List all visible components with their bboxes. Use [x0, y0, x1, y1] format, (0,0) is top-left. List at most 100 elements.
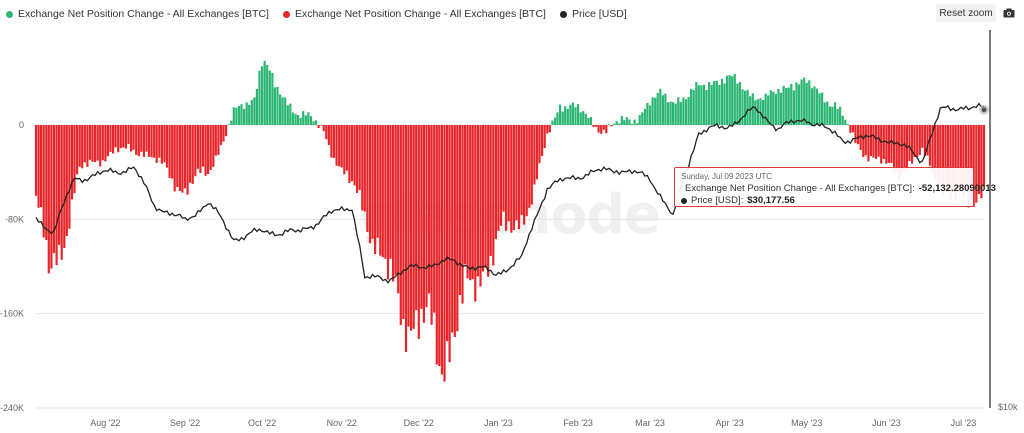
bar-positive [620, 116, 623, 125]
chart-tooltip: Sunday, Jul 09 2023 UTC Exchange Net Pos… [674, 167, 996, 207]
bar-negative [348, 125, 351, 183]
bar-negative [535, 125, 539, 180]
bar-negative [859, 125, 862, 150]
price-line [35, 102, 985, 284]
legend-label: Exchange Net Position Change - All Excha… [294, 8, 546, 20]
bar-negative [602, 125, 605, 130]
bar-positive [266, 65, 269, 125]
bar-positive [268, 70, 271, 125]
bar-negative [158, 125, 161, 158]
bar-negative [112, 125, 115, 154]
legend-item-inflow[interactable]: Exchange Net Position Change - All Excha… [6, 8, 269, 20]
bar-negative [864, 125, 867, 156]
bar-negative [939, 125, 942, 188]
bar-positive [296, 115, 300, 125]
bar-positive [728, 75, 731, 125]
bar-negative [214, 125, 217, 156]
y-tick-label: 0 [19, 120, 24, 130]
bar-positive [713, 80, 716, 125]
x-tick-label: May '23 [791, 418, 822, 428]
bar-positive [584, 113, 587, 125]
bar-positive [232, 107, 235, 125]
bar-positive [569, 104, 572, 125]
bar-positive [741, 89, 744, 125]
bar-negative [397, 125, 400, 294]
x-tick-label: Jan '23 [484, 418, 513, 428]
tooltip-row-price: Price [USD]: $30,177.56 [681, 195, 967, 207]
bar-negative [335, 125, 338, 166]
legend-item-price[interactable]: Price [USD] [559, 8, 627, 20]
bar-negative [60, 125, 63, 260]
bar-negative [453, 125, 456, 337]
bar-negative [135, 125, 138, 155]
bar-negative [407, 125, 410, 327]
bar-positive [255, 88, 258, 125]
bar-positive [797, 84, 801, 125]
camera-icon[interactable] [1003, 8, 1015, 18]
tooltip-series1-label: Exchange Net Position Change - All Excha… [685, 183, 915, 194]
bar-negative [345, 125, 348, 171]
bar-negative [181, 125, 184, 193]
bar-positive [230, 120, 233, 125]
bar-negative [183, 125, 187, 189]
bar-positive [733, 73, 736, 125]
bar-negative [34, 125, 38, 196]
bar-negative [140, 125, 143, 152]
bar-negative [438, 125, 441, 366]
bar-negative [592, 125, 595, 127]
bar-positive [633, 119, 636, 125]
reset-zoom-button[interactable]: Reset zoom [936, 4, 996, 22]
bar-positive [818, 93, 821, 125]
bar-positive [738, 82, 741, 125]
bar-positive [245, 102, 248, 125]
bar-negative [962, 125, 965, 198]
bar-negative [857, 125, 860, 145]
bar-positive [785, 88, 788, 125]
bar-negative [176, 125, 179, 187]
bar-positive [823, 102, 826, 125]
bar-negative [201, 125, 205, 167]
bar-positive [687, 96, 690, 125]
legend-dot-green [6, 10, 13, 18]
bar-negative [219, 125, 223, 146]
bar-negative [428, 125, 431, 294]
bar-series [34, 60, 986, 382]
bar-negative [893, 125, 896, 173]
bar-negative [320, 125, 323, 126]
bar-positive [571, 102, 574, 125]
bar-negative [150, 125, 153, 158]
tooltip-series2-value: $30,177.56 [747, 195, 795, 206]
bar-negative [399, 125, 402, 326]
bar-negative [885, 125, 888, 164]
bar-negative [47, 125, 50, 274]
bar-positive [281, 97, 284, 125]
bar-negative [479, 125, 482, 287]
bar-negative [877, 125, 880, 157]
bar-positive [746, 89, 749, 125]
bar-negative [481, 125, 485, 272]
bar-negative [160, 125, 163, 164]
tooltip-row-netposition: Exchange Net Position Change - All Excha… [681, 183, 996, 195]
bar-negative [386, 125, 390, 280]
bar-negative [96, 125, 99, 161]
bar-negative [340, 125, 343, 168]
bar-negative [433, 125, 436, 313]
legend-item-outflow[interactable]: Exchange Net Position Change - All Excha… [282, 8, 546, 20]
bar-positive [841, 115, 844, 125]
bar-negative [882, 125, 885, 160]
bar-negative [178, 125, 181, 191]
bar-negative [484, 125, 487, 268]
bar-positive [779, 92, 783, 125]
bar-positive [715, 80, 718, 125]
bar-positive [677, 97, 680, 125]
bar-negative [954, 125, 957, 202]
bar-positive [813, 86, 816, 125]
bar-negative [916, 125, 919, 157]
bar-positive [723, 83, 726, 125]
bar-positive [669, 101, 672, 125]
bar-positive [695, 82, 698, 125]
bar-negative [952, 125, 955, 192]
bar-negative [867, 125, 870, 162]
bar-positive [674, 103, 677, 125]
